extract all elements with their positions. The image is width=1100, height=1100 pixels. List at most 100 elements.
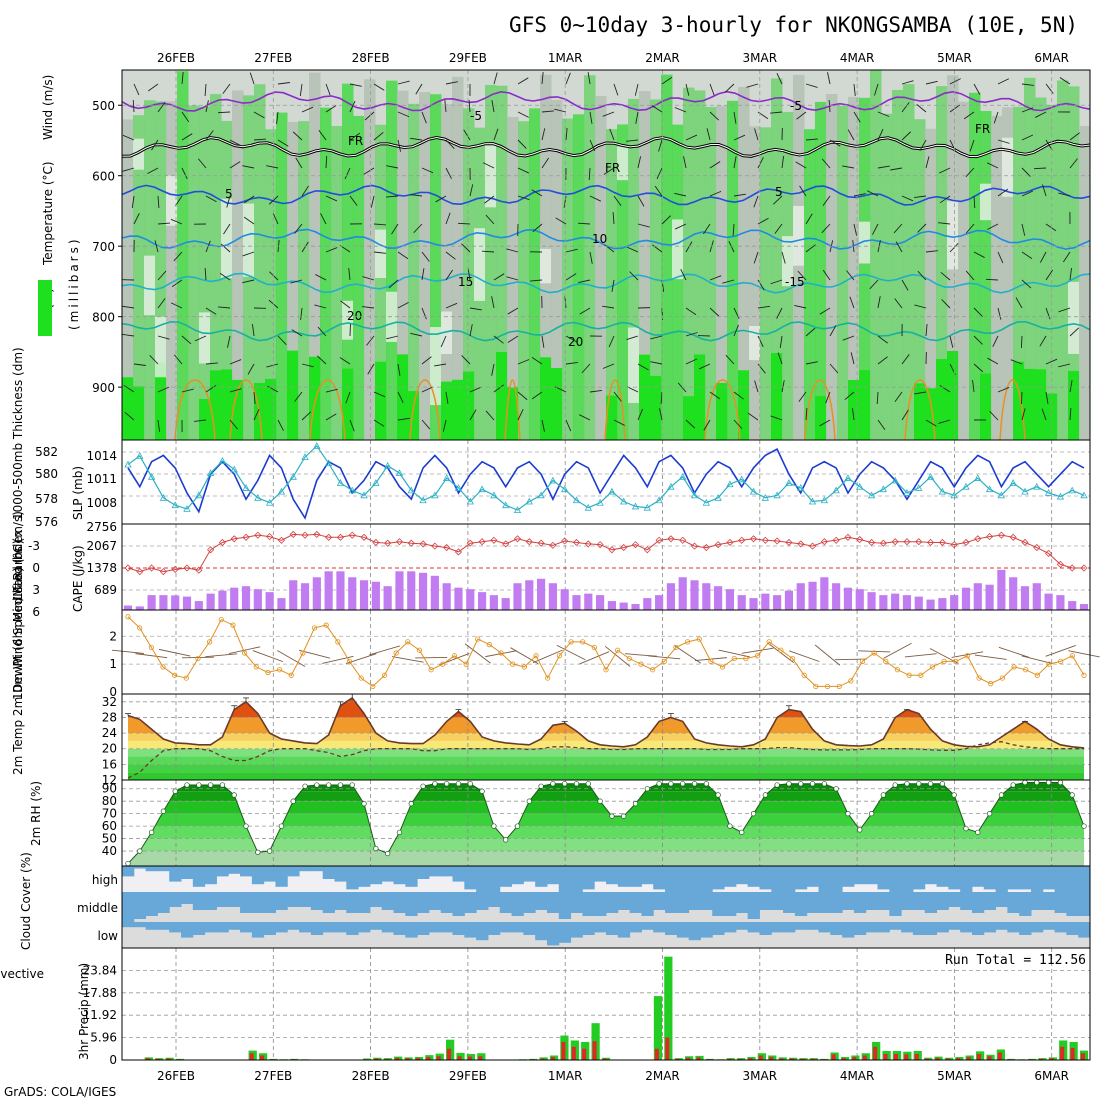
upper-wind-barb <box>373 83 385 91</box>
cape-bar <box>537 578 546 610</box>
lifted-index-marker <box>820 538 828 546</box>
cloud-cell-middle <box>346 892 359 913</box>
surface-wind-barb <box>788 650 820 662</box>
lifted-index-marker <box>1033 543 1041 552</box>
precip-conv-bar <box>384 1058 389 1060</box>
upper-wind-barb <box>612 212 615 225</box>
precip-conv-bar <box>259 1055 265 1060</box>
upper-wind-barb <box>901 409 909 421</box>
cape-bar <box>690 580 699 610</box>
isotherm-label: -15 <box>785 275 805 289</box>
cape-bar <box>714 586 723 610</box>
cloud-cell-high <box>582 866 595 890</box>
upper-wind-barb <box>268 195 279 205</box>
pressure-tick-label: 500 <box>92 99 115 113</box>
rh-tick-label: 50 <box>102 832 117 846</box>
upper-wind-barb <box>683 156 687 169</box>
boundary-temp-contour <box>174 379 216 441</box>
upper-wind-barb <box>555 217 567 225</box>
precip-conv-bar <box>883 1053 888 1060</box>
rh-marker <box>361 801 367 807</box>
surface-wind-barb <box>998 646 1030 658</box>
upper-wind-barb <box>781 251 786 264</box>
upper-wind-barb <box>637 408 644 421</box>
cloud-cell-low <box>523 922 536 935</box>
rh-saturated-column <box>397 354 409 440</box>
rh-saturated-column <box>210 370 222 440</box>
wind-speed-marker <box>743 655 749 662</box>
upper-wind-barb <box>421 307 427 320</box>
upper-wind-barb <box>442 419 447 432</box>
upper-wind-barb <box>772 195 783 205</box>
wind-speed-marker <box>521 664 527 670</box>
rh-band <box>128 838 1084 852</box>
upper-wind-barb <box>925 80 938 85</box>
upper-wind-barb <box>1035 111 1047 118</box>
rh-marker <box>184 782 190 788</box>
thickness-marker <box>643 503 651 511</box>
rh-marker <box>302 783 308 789</box>
thickness-marker <box>808 497 817 505</box>
upper-wind-barb <box>205 385 217 393</box>
upper-wind-barb <box>877 419 886 431</box>
upper-wind-barb <box>589 195 602 202</box>
upper-wind-barb <box>993 111 999 124</box>
wind-speed-marker <box>976 675 982 681</box>
isotherm-20 <box>121 320 1091 342</box>
upper-wind-barb <box>603 167 615 175</box>
cape-bar <box>666 583 675 610</box>
cloud-cell-low <box>924 922 938 935</box>
upper-wind-barb <box>685 419 696 429</box>
upper-wind-barb <box>877 296 881 309</box>
rh-tick-label: 40 <box>102 844 117 858</box>
cloud-cell-low <box>511 922 524 933</box>
rh-saturated-column <box>936 359 948 440</box>
rh-marker <box>904 781 910 787</box>
thickness-marker <box>183 505 191 512</box>
thickness-marker <box>856 482 864 490</box>
cloud-cell-middle <box>476 892 489 910</box>
cloud-cell-low <box>310 922 324 935</box>
thickness-marker <box>313 442 321 449</box>
lifted-index-marker <box>419 540 427 548</box>
thickness-marker <box>525 497 533 505</box>
upper-wind-barb <box>925 324 928 337</box>
precip-conv-bar <box>602 1058 607 1060</box>
surface-wind-barb <box>648 655 681 660</box>
cloud-cell-middle <box>771 892 784 910</box>
surface-wind-barb <box>767 642 794 663</box>
upper-wind-barb <box>493 72 498 85</box>
wind-speed-marker <box>288 672 294 678</box>
rh-marker <box>373 845 379 852</box>
cloud-cell-middle <box>735 892 749 913</box>
cloud-cell-high <box>192 866 206 887</box>
upper-wind-barb <box>1069 327 1080 337</box>
lifted-index-marker <box>372 538 380 547</box>
cape-bar <box>655 595 664 610</box>
cloud-cell-low <box>393 922 406 935</box>
cloud-cell-low <box>771 922 784 933</box>
upper-wind-barb <box>805 244 816 253</box>
upper-wind-barb <box>194 419 207 422</box>
upper-wind-barb <box>301 241 309 253</box>
upper-wind-barb <box>722 279 735 284</box>
rh-saturated-column <box>551 368 563 440</box>
upper-wind-barb <box>709 275 722 281</box>
precip-tick-label: 23.84 <box>83 963 117 977</box>
cloud-cell-low <box>735 922 749 930</box>
cloud-cell-low <box>204 922 217 933</box>
rh-marker <box>526 798 532 804</box>
rh-marker <box>396 829 403 835</box>
upper-wind-barb <box>299 83 303 96</box>
rh-column <box>529 108 541 440</box>
thickness-marker <box>749 487 758 495</box>
upper-wind-barb <box>658 139 663 152</box>
upper-wind-barb <box>294 223 303 234</box>
top-date-label: 4MAR <box>840 51 875 65</box>
upper-wind-barb <box>157 298 166 309</box>
thickness-marker <box>277 487 286 495</box>
upper-wind-barb <box>242 279 255 284</box>
precip-conv-bar <box>779 1058 784 1060</box>
thickness-marker <box>1021 487 1029 495</box>
